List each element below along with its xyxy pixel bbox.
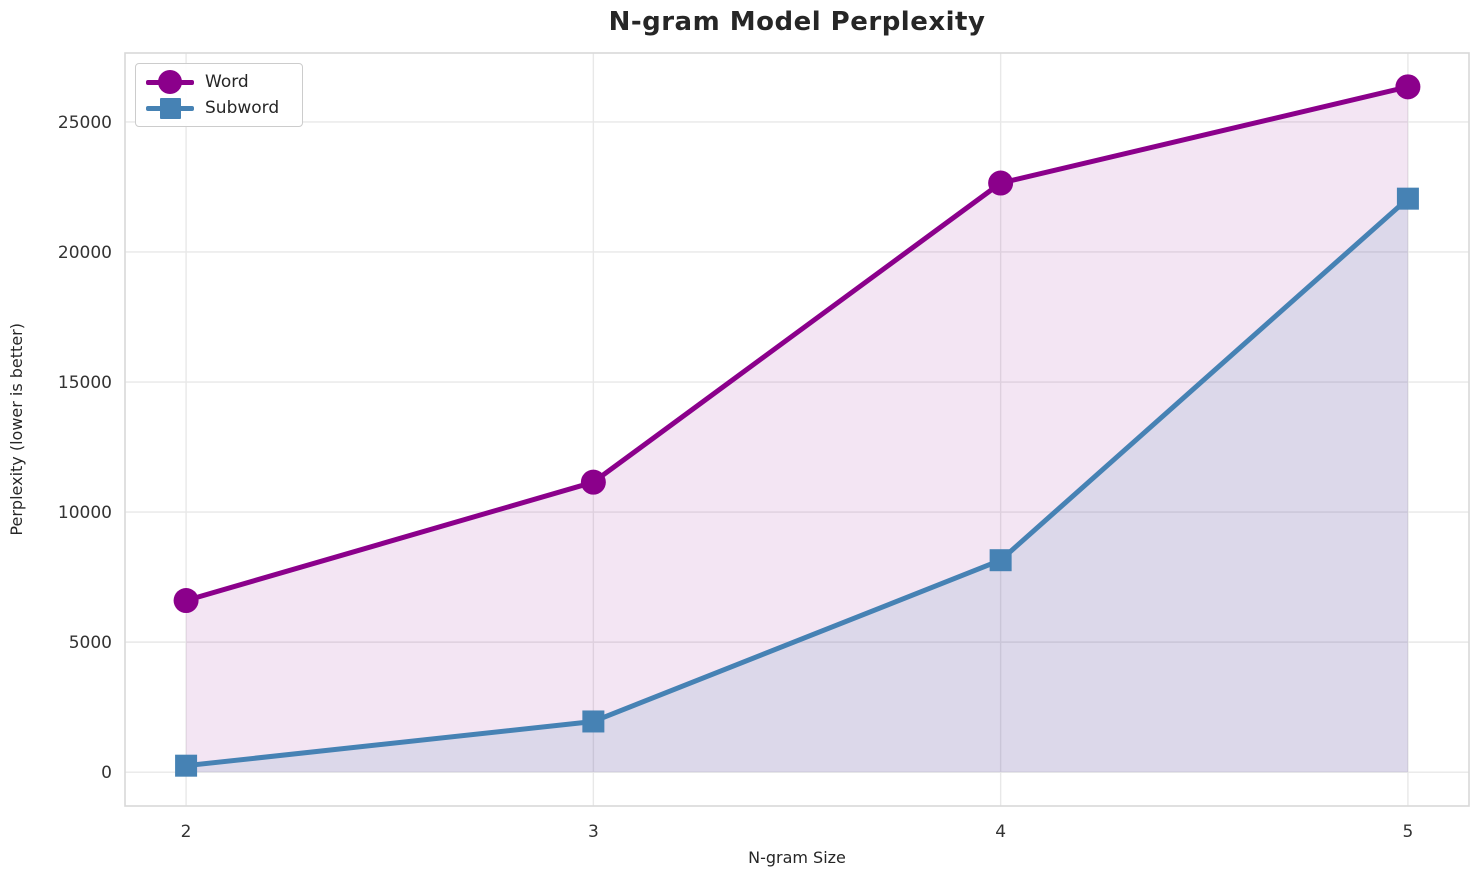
y-tick-label: 20000	[58, 243, 112, 263]
y-tick-label: 25000	[58, 113, 112, 133]
legend-label-word: Word	[205, 72, 249, 92]
word-area-fill	[186, 86, 1408, 773]
plot-border	[124, 52, 1470, 807]
subword-data-point	[175, 754, 198, 777]
word-data-point	[580, 469, 606, 495]
y-tick-label: 15000	[58, 373, 112, 393]
x-tick-label: 2	[181, 822, 192, 842]
legend-item-subword: Subword	[146, 95, 292, 121]
legend-label-subword: Subword	[205, 98, 280, 118]
x-tick-label: 3	[588, 822, 599, 842]
y-tick-label: 5000	[69, 633, 112, 653]
word-legend-marker-icon	[146, 69, 194, 95]
x-axis-label: N-gram Size	[748, 848, 846, 867]
subword-data-point	[1396, 187, 1419, 210]
x-tick-label: 5	[1402, 822, 1413, 842]
subword-data-point	[582, 710, 605, 733]
chart-title: N-gram Model Perplexity	[608, 7, 986, 37]
subword-area-fill	[186, 198, 1408, 773]
subword-data-point	[989, 549, 1012, 572]
word-data-point	[988, 170, 1014, 196]
legend: Word Subword	[135, 63, 303, 127]
y-tick-label: 0	[101, 763, 112, 783]
y-tick-label: 10000	[58, 503, 112, 523]
word-data-point	[1395, 74, 1421, 100]
word-data-point	[173, 588, 199, 614]
x-tick-label: 4	[995, 822, 1006, 842]
subword-legend-marker-icon	[146, 95, 194, 121]
word-line	[183, 84, 1411, 604]
legend-item-word: Word	[146, 69, 292, 95]
y-axis-label: Perplexity (lower is better)	[6, 323, 26, 536]
subword-line	[183, 196, 1411, 769]
